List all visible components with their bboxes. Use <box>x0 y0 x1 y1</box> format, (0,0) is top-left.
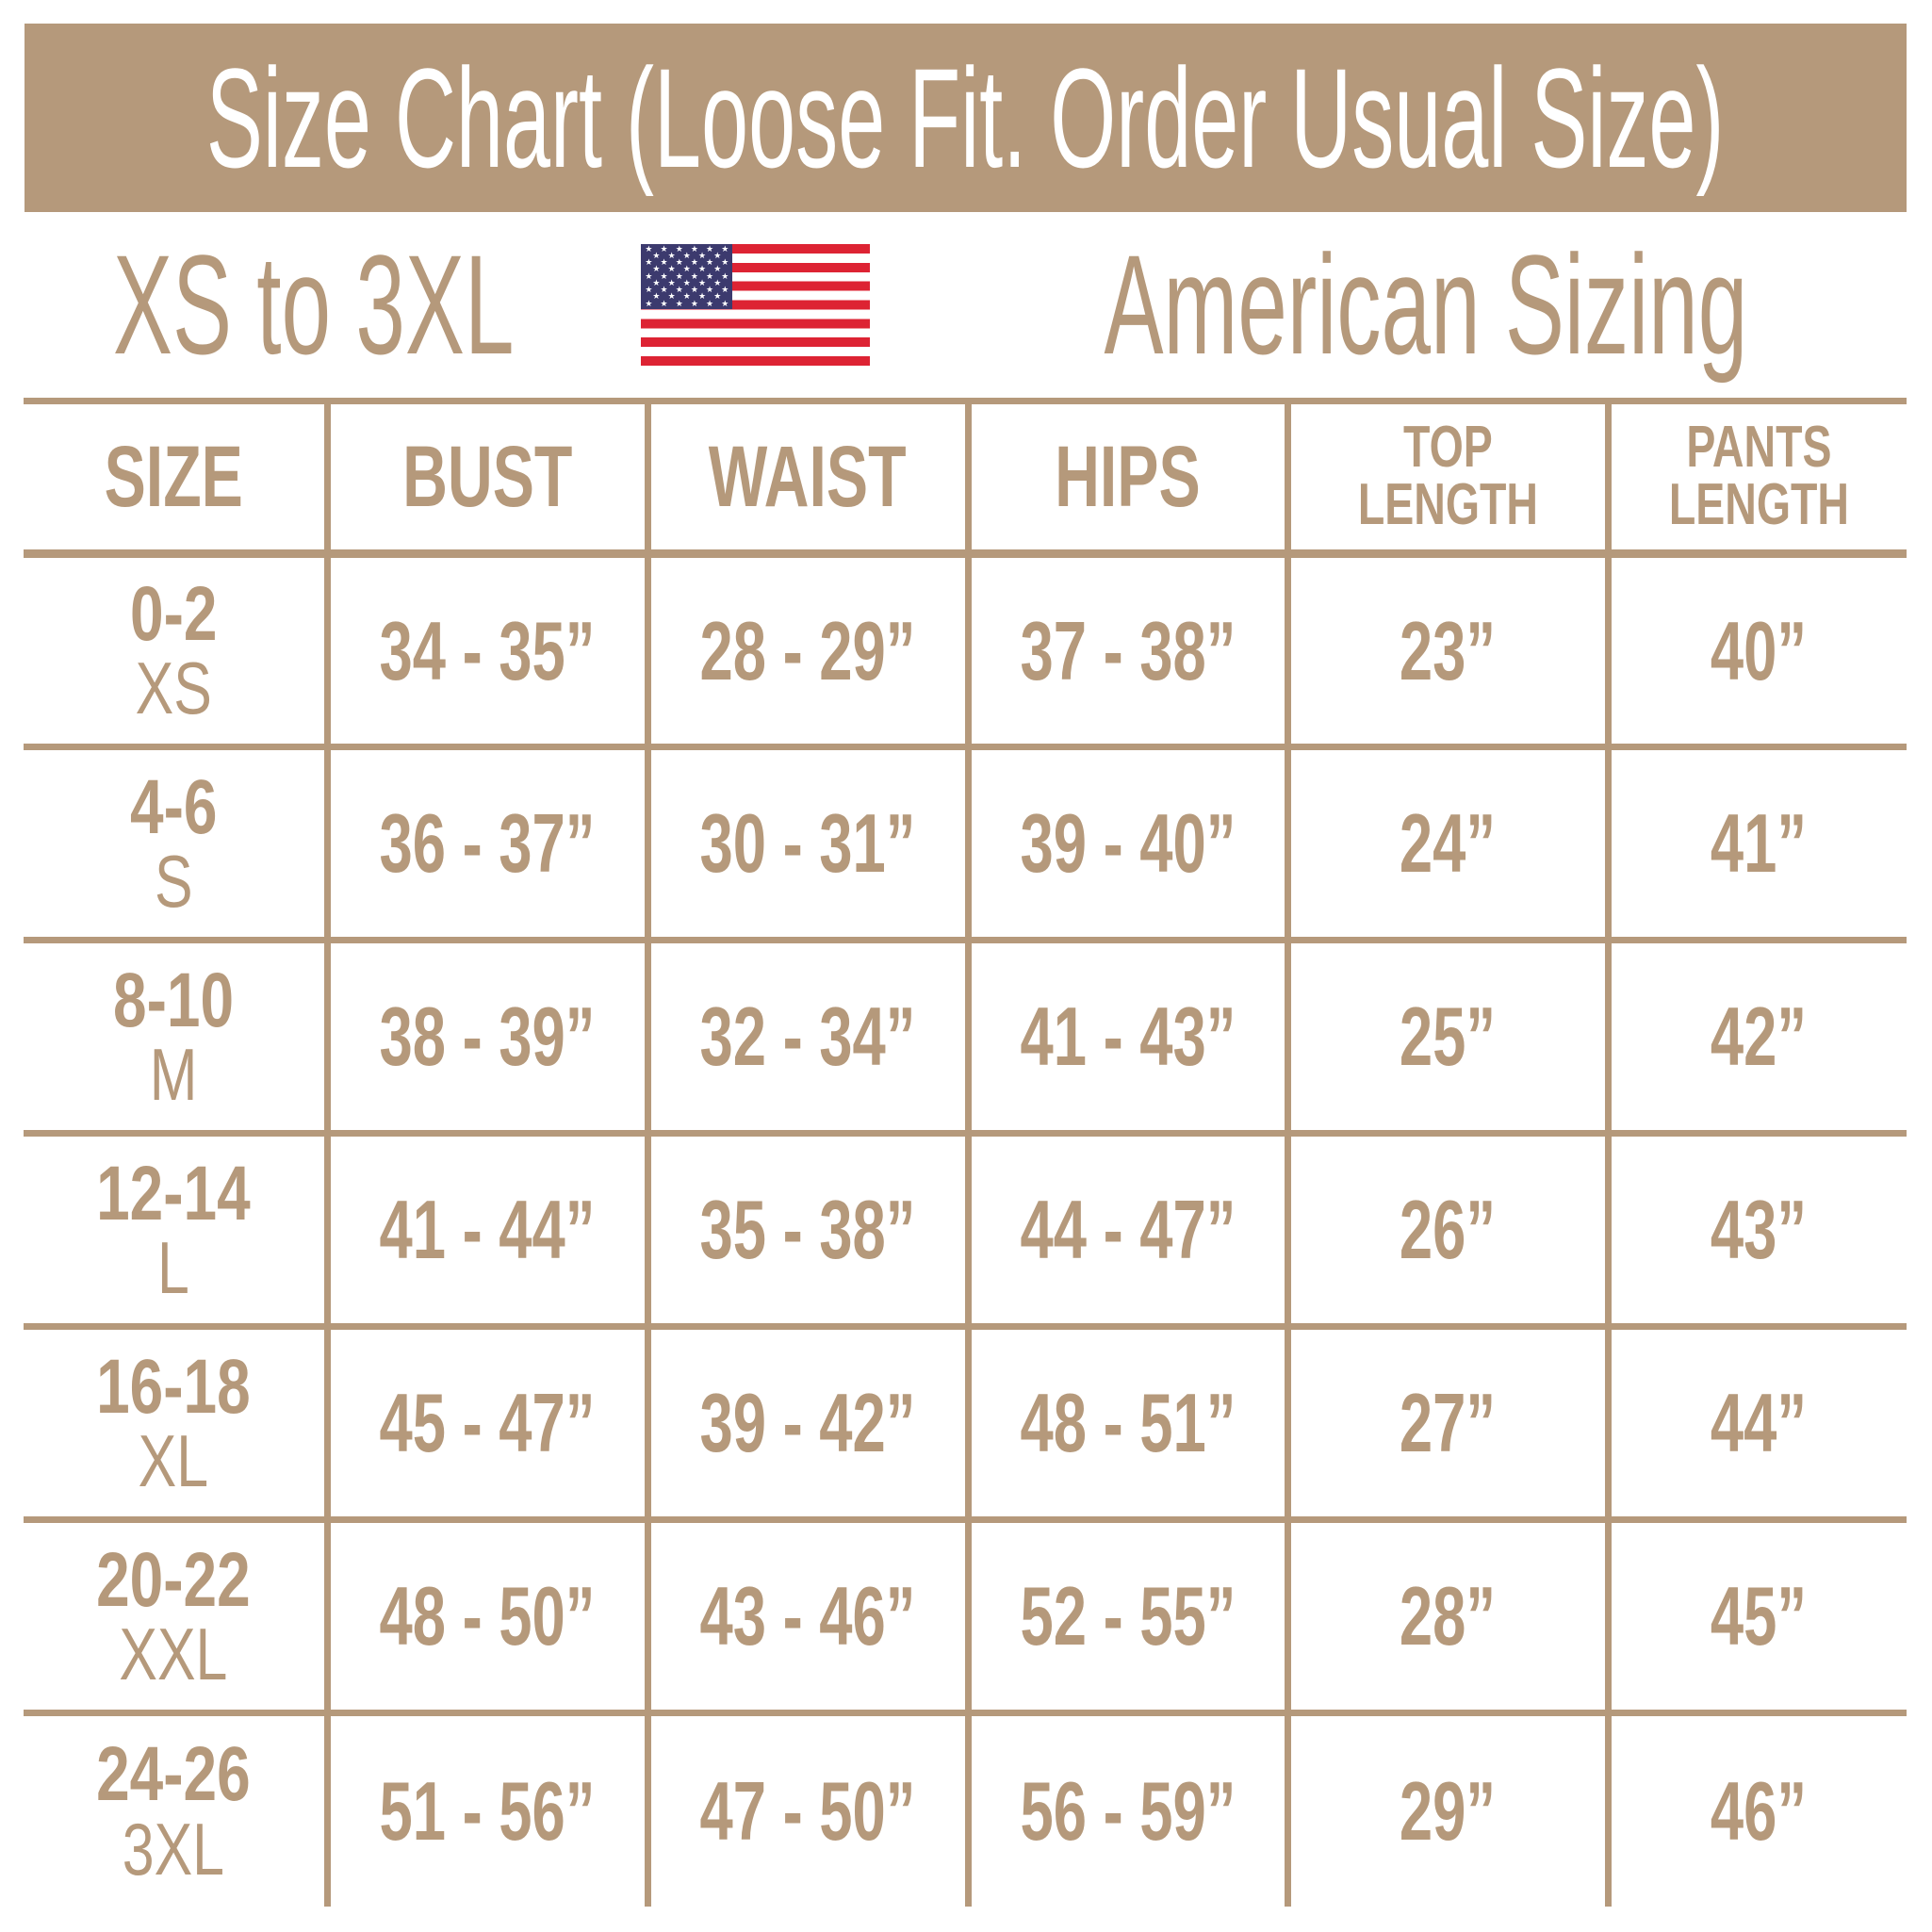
hips-cell: 44 - 47” <box>968 1133 1291 1327</box>
size-label: M <box>149 1032 198 1116</box>
pants-length-cell: 44” <box>1711 1376 1808 1469</box>
flag-canton: ★ ★ ★ ★ ★ ★ ★ ★ ★ ★ ★ ★ ★ ★ ★ ★ ★ ★ ★ ★ ★ ★ ★ ★ ★ ★ ★ ★ ★ ★ ★ ★ ★ ★… <box>641 243 733 309</box>
size-range: 20-22 <box>96 1536 252 1623</box>
top-length-cell: 25” <box>1287 940 1612 1134</box>
bust-cell: 34 - 35” <box>327 553 651 747</box>
top-length-cell: 27” <box>1287 1326 1612 1520</box>
top-length-cell: 26” <box>1287 1133 1612 1327</box>
size-label: L <box>157 1225 190 1309</box>
table-row-s: 4-6 S 36 - 37” 30 - 31” 39 - 40” 24” 41” <box>24 746 1907 941</box>
table-row-l: 12-14 L 41 - 44” 35 - 38” 44 - 47” 26” 43… <box>24 1133 1907 1327</box>
size-cell: 4-6 S <box>24 746 331 941</box>
size-cell: 0-2 XS <box>24 553 331 747</box>
flag-stars-row: ★ ★ ★ ★ ★ ★ <box>645 257 729 268</box>
bust-cell: 48 - 50” <box>327 1519 651 1713</box>
header-top-length: TOP LENGTH <box>1287 401 1612 554</box>
bust-cell: 36 - 37” <box>327 746 651 941</box>
table-row-m: 8-10 M 38 - 39” 32 - 34” 41 - 43” 25” 42” <box>24 940 1907 1134</box>
subtitle-row: XS to 3XL ★ ★ ★ ★ ★ ★ ★ ★ ★ ★ ★ ★ ★ ★ ★ ★ ★ ★ ★ ★ ★ ★ ★ ★ ★ ★… <box>0 219 1932 390</box>
table-row-3xl: 24-26 3XL 51 - 56” 47 - 50” 56 - 59” 29” … <box>24 1712 1907 1907</box>
flag-stars-row: ★ ★ ★ ★ ★ ★ <box>645 298 729 308</box>
pants-length-cell: 42” <box>1711 990 1808 1083</box>
page-title: Size Chart (Loose Fit. Order Usual Size) <box>206 38 1725 197</box>
pants-length-cell: 43” <box>1711 1183 1808 1276</box>
size-label: XS <box>135 647 212 730</box>
top-length-cell: 28” <box>1287 1519 1612 1713</box>
size-range: 4-6 <box>130 763 218 850</box>
size-cell: 24-26 3XL <box>24 1712 331 1907</box>
size-range: 12-14 <box>96 1150 252 1236</box>
waist-cell: 39 - 42” <box>647 1326 972 1520</box>
pants-length-cell: 46” <box>1711 1763 1808 1858</box>
waist-cell: 28 - 29” <box>647 553 972 747</box>
hips-cell: 48 - 51” <box>968 1326 1291 1520</box>
size-range: 8-10 <box>113 957 235 1043</box>
waist-cell: 47 - 50” <box>647 1712 972 1907</box>
pants-length-cell: 40” <box>1711 603 1808 697</box>
us-flag-icon: ★ ★ ★ ★ ★ ★ ★ ★ ★ ★ ★ ★ ★ ★ ★ ★ ★ ★ ★ ★ ★ ★ ★ ★ ★ ★ ★ ★ ★ ★ ★ ★ ★ ★… <box>641 243 871 366</box>
hips-cell: 37 - 38” <box>968 553 1291 747</box>
flag-stars-row: ★ ★ ★ ★ ★ ★ <box>645 270 729 281</box>
bust-cell: 45 - 47” <box>327 1326 651 1520</box>
size-range: 0-2 <box>130 571 218 658</box>
size-cell: 12-14 L <box>24 1133 331 1327</box>
top-length-cell: 23” <box>1287 553 1612 747</box>
flag-stars-row: ★ ★ ★ ★ ★ <box>652 250 722 260</box>
header-pants-length: PANTS LENGTH <box>1668 415 1849 537</box>
flag-stars-row: ★ ★ ★ ★ ★ <box>652 291 722 302</box>
waist-cell: 43 - 46” <box>647 1519 972 1713</box>
header-size: SIZE <box>24 401 331 554</box>
header-row: SIZE BUST WAIST HIPS TOP LENGTH PANTS LENG… <box>24 401 1907 554</box>
subtitle-left: XS to 3XL <box>112 224 515 384</box>
subtitle-right: American Sizing <box>1104 224 1748 384</box>
top-length-cell: 24” <box>1287 746 1612 941</box>
size-chart-table: SIZE BUST WAIST HIPS TOP LENGTH PANTS LENG… <box>24 398 1907 1907</box>
waist-cell: 32 - 34” <box>647 940 972 1134</box>
hips-cell: 41 - 43” <box>968 940 1291 1134</box>
pants-length-cell: 41” <box>1711 796 1808 890</box>
pants-length-cell: 45” <box>1711 1569 1808 1662</box>
hips-cell: 52 - 55” <box>968 1519 1291 1713</box>
size-cell: 16-18 XL <box>24 1326 331 1520</box>
bust-cell: 51 - 56” <box>327 1712 651 1907</box>
flag-stars-row: ★ ★ ★ ★ ★ <box>652 264 722 274</box>
top-length-cell: 29” <box>1287 1712 1612 1907</box>
size-cell: 20-22 XXL <box>24 1519 331 1713</box>
size-cell: 8-10 M <box>24 940 331 1134</box>
bust-cell: 41 - 44” <box>327 1133 651 1327</box>
waist-cell: 35 - 38” <box>647 1133 972 1327</box>
size-label: XL <box>139 1418 209 1502</box>
flag-stars-row: ★ ★ ★ ★ ★ ★ <box>645 243 729 254</box>
size-label: 3XL <box>123 1807 225 1891</box>
title-banner: Size Chart (Loose Fit. Order Usual Size) <box>25 24 1907 212</box>
bust-cell: 38 - 39” <box>327 940 651 1134</box>
header-hips: HIPS <box>968 401 1291 554</box>
flag-stars-row: ★ ★ ★ ★ ★ ★ <box>645 285 729 295</box>
table-row-xl: 16-18 XL 45 - 47” 39 - 42” 48 - 51” 27” 4… <box>24 1326 1907 1520</box>
waist-cell: 30 - 31” <box>647 746 972 941</box>
size-label: S <box>154 839 193 923</box>
header-bust: BUST <box>327 401 651 554</box>
size-range: 24-26 <box>96 1731 252 1818</box>
header-waist: WAIST <box>647 401 972 554</box>
flag-stars-row: ★ ★ ★ ★ ★ <box>652 277 722 287</box>
size-range: 16-18 <box>96 1343 252 1430</box>
table-row-xs: 0-2 XS 34 - 35” 28 - 29” 37 - 38” 23” 40” <box>24 553 1907 747</box>
hips-cell: 39 - 40” <box>968 746 1291 941</box>
size-label: XXL <box>119 1612 228 1695</box>
hips-cell: 56 - 59” <box>968 1712 1291 1907</box>
table-row-xxl: 20-22 XXL 48 - 50” 43 - 46” 52 - 55” 28” … <box>24 1519 1907 1713</box>
